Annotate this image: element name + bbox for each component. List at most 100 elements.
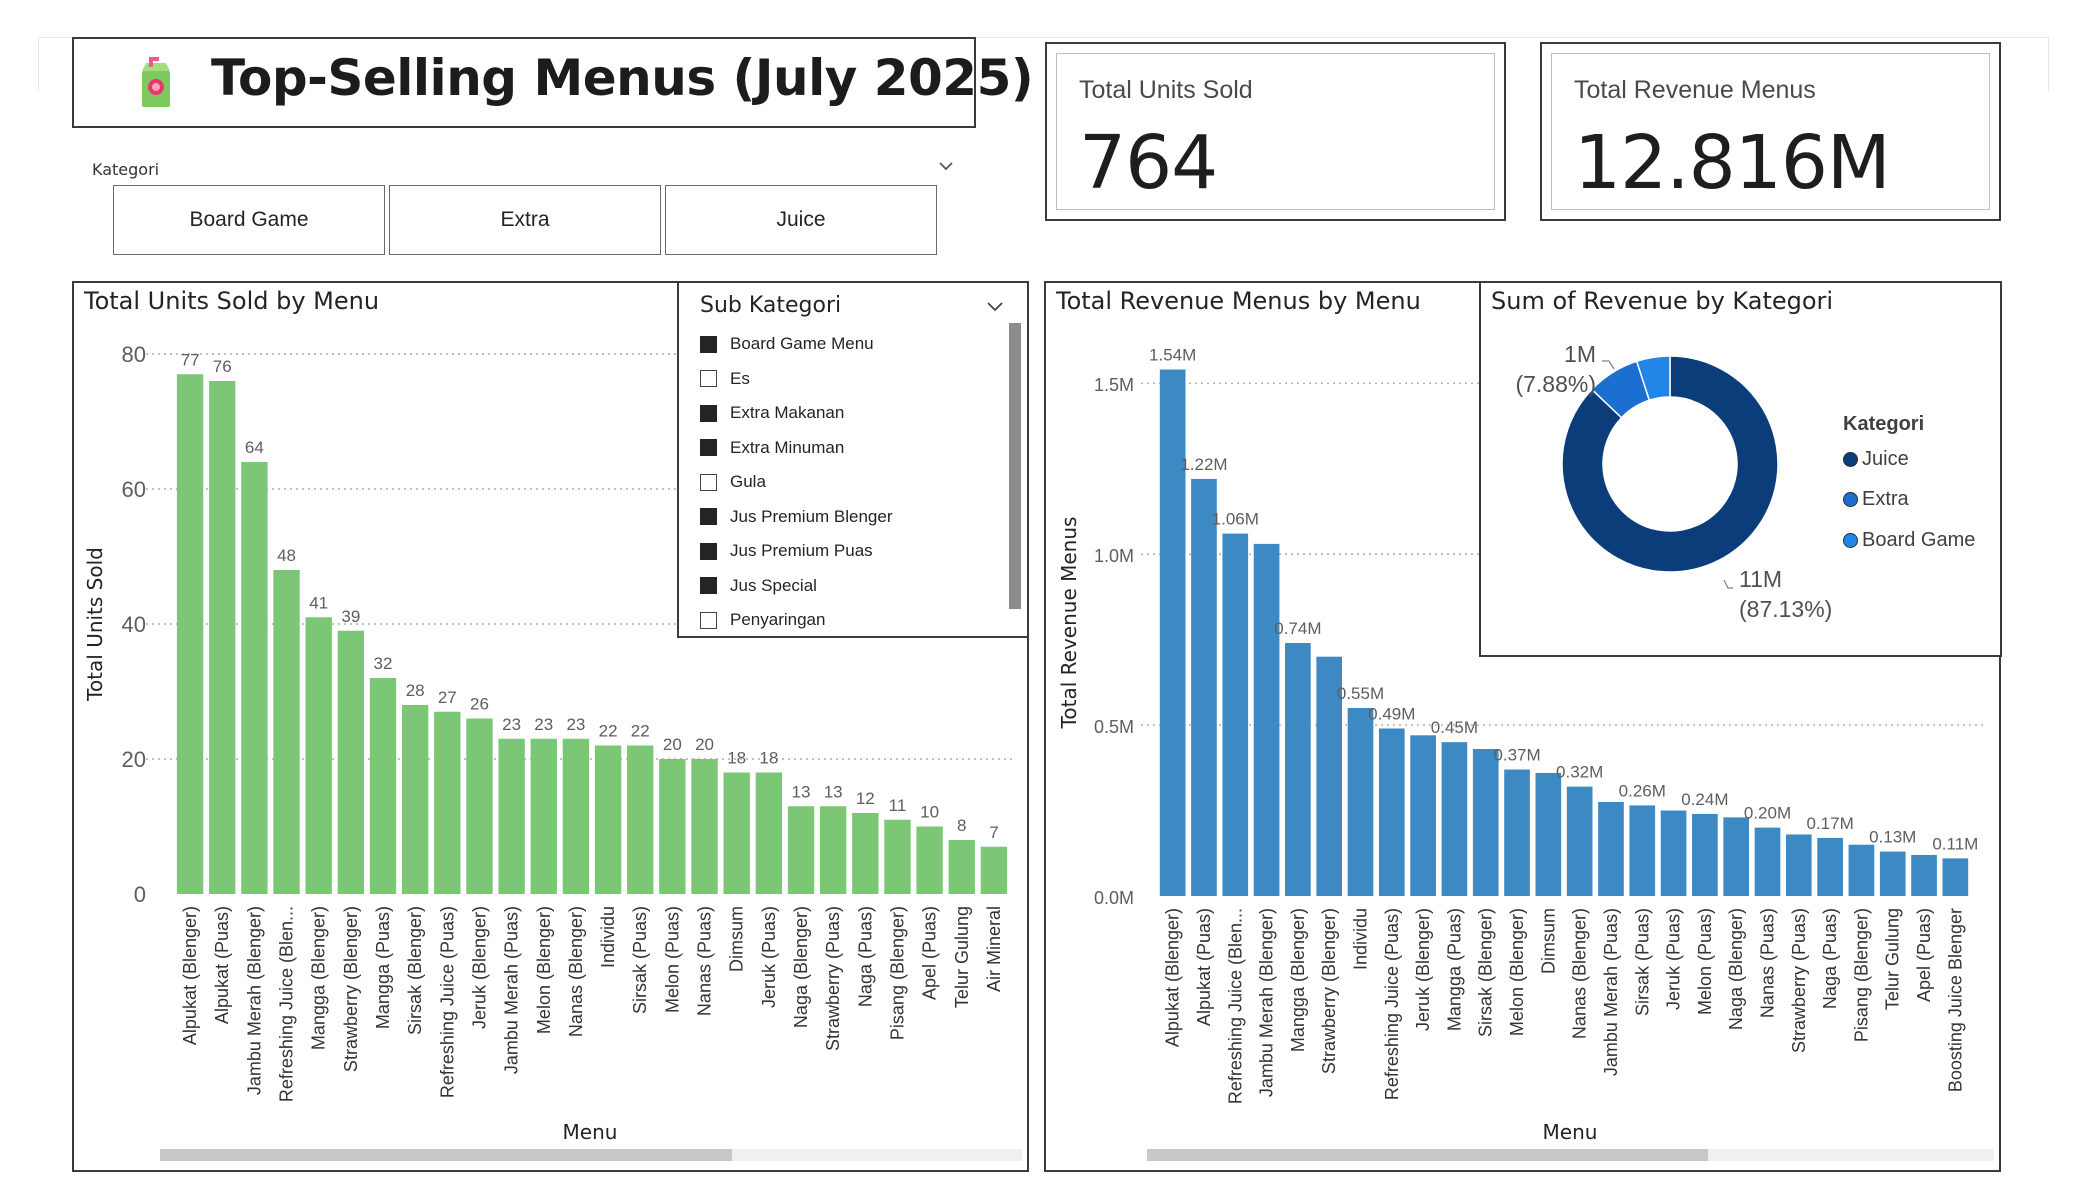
x-tick-label: Apel (Puas) bbox=[1914, 908, 1934, 1002]
checkbox-checked[interactable] bbox=[700, 404, 717, 422]
slice-label-percent: (87.13%) bbox=[1739, 596, 1832, 622]
x-tick-label: Strawberry (Blenger) bbox=[341, 906, 361, 1072]
x-tick-label: Boosting Juice Blenger bbox=[1945, 908, 1965, 1092]
card-frame: Total Revenue Menus 12.816M bbox=[1551, 53, 1990, 210]
sub-kategori-item[interactable]: Board Game Menu bbox=[700, 327, 1000, 362]
checkbox-unchecked[interactable] bbox=[700, 473, 717, 491]
bar bbox=[241, 462, 268, 894]
x-tick-label: Jeruk (Blenger) bbox=[1413, 908, 1433, 1031]
data-label: 0.32M bbox=[1556, 763, 1603, 782]
x-tick-label: Mangga (Blenger) bbox=[1288, 908, 1308, 1052]
revenue-chart-panel: 0.0M 0.5M 1.0M 1.5M Total Revenue Menus 1.54M… bbox=[1044, 281, 2001, 1172]
donut-slice bbox=[1561, 355, 1779, 573]
scrollbar-thumb[interactable] bbox=[1009, 323, 1021, 609]
chevron-down-icon[interactable] bbox=[936, 156, 956, 176]
kategori-button-extra[interactable]: Extra bbox=[389, 185, 661, 255]
sub-kategori-item[interactable]: Jus Premium Puas bbox=[700, 534, 1000, 569]
bar bbox=[755, 772, 783, 894]
data-label: 1.54M bbox=[1149, 346, 1196, 365]
sub-kategori-item-label: Board Game Menu bbox=[730, 334, 874, 354]
x-tick-label: Melon (Blenger) bbox=[534, 906, 554, 1034]
bar bbox=[1598, 801, 1624, 896]
x-tick-label: Jeruk (Puas) bbox=[759, 906, 779, 1008]
x-tick-label: Jambu Merah (Blenger) bbox=[244, 906, 264, 1095]
total-units-card: Total Units Sold 764 bbox=[1045, 42, 1506, 221]
x-tick-label: Nanas (Blenger) bbox=[1570, 908, 1590, 1039]
bar bbox=[1253, 543, 1280, 896]
bar bbox=[1410, 735, 1436, 896]
checkbox-checked[interactable] bbox=[700, 439, 717, 457]
bar bbox=[1692, 813, 1718, 896]
y-tick-label: 0.5M bbox=[1094, 717, 1134, 737]
bar bbox=[659, 759, 686, 894]
legend-dot bbox=[1843, 452, 1858, 467]
bar bbox=[562, 738, 590, 894]
y-tick-label: 0.0M bbox=[1094, 888, 1134, 908]
data-label: 77 bbox=[181, 350, 200, 369]
sub-kategori-item[interactable]: Extra Minuman bbox=[700, 431, 1000, 466]
x-tick-label: Alpukat (Blenger) bbox=[1163, 908, 1183, 1047]
x-tick-label: Individu bbox=[1351, 908, 1371, 970]
slice-label-percent: (7.88%) bbox=[1515, 371, 1596, 397]
data-label: 0.11M bbox=[1932, 834, 1978, 853]
checkbox-unchecked[interactable] bbox=[700, 611, 717, 629]
sub-kategori-item[interactable]: Es bbox=[700, 362, 1000, 397]
sub-kategori-item[interactable]: Jus Special bbox=[700, 569, 1000, 604]
canvas-left-border bbox=[38, 37, 39, 91]
bar bbox=[498, 738, 525, 894]
juice-box-icon bbox=[142, 57, 170, 107]
x-tick-label: Refreshing Juice (Puas) bbox=[1382, 908, 1402, 1100]
bar bbox=[1347, 707, 1374, 896]
x-tick-label: Jeruk (Puas) bbox=[1664, 908, 1684, 1010]
sub-kategori-item[interactable]: Extra Makanan bbox=[700, 396, 1000, 431]
leader-line bbox=[1602, 360, 1615, 370]
bar bbox=[723, 772, 750, 894]
sub-kategori-list: Board Game Menu Es Extra Makanan Extra Minu… bbox=[700, 327, 1000, 638]
sub-kategori-item[interactable]: Penyaringan bbox=[700, 603, 1000, 638]
x-tick-label: Nanas (Blenger) bbox=[566, 906, 586, 1037]
y-tick-label: 0 bbox=[134, 882, 146, 907]
data-label: 76 bbox=[213, 357, 232, 376]
checkbox-unchecked[interactable] bbox=[700, 370, 717, 388]
sub-kategori-item-label: Extra Minuman bbox=[730, 437, 845, 457]
sub-kategori-item-label: Penyaringan bbox=[730, 610, 826, 630]
sub-kategori-item-label: Gula bbox=[730, 472, 766, 492]
bar bbox=[1660, 810, 1687, 896]
legend-item-juice[interactable]: Juice bbox=[1843, 448, 1909, 471]
x-tick-label: Naga (Puas) bbox=[855, 906, 875, 1007]
kategori-button-board-game[interactable]: Board Game bbox=[113, 185, 385, 255]
data-label: 11 bbox=[889, 796, 907, 815]
sub-kategori-item[interactable]: Gula bbox=[700, 465, 1000, 500]
revenue-bar-chart: 0.0M 0.5M 1.0M 1.5M Total Revenue Menus 1.54M… bbox=[1057, 346, 1994, 1161]
page-title: Top-Selling Menus (July 2025) bbox=[211, 49, 1034, 107]
chevron-down-icon[interactable] bbox=[984, 295, 1006, 317]
data-label: 0.20M bbox=[1744, 804, 1791, 823]
data-label: 23 bbox=[566, 715, 585, 734]
x-tick-label: Naga (Blenger) bbox=[791, 906, 811, 1028]
data-label: 22 bbox=[599, 722, 618, 741]
bar bbox=[1316, 656, 1343, 896]
y-tick-label: 1.5M bbox=[1094, 375, 1134, 395]
donut-slice bbox=[1635, 355, 1671, 402]
y-tick-label: 80 bbox=[122, 342, 146, 367]
data-label: 48 bbox=[277, 546, 296, 565]
legend-item-board-game[interactable]: Board Game bbox=[1843, 529, 1975, 552]
checkbox-checked[interactable] bbox=[700, 577, 717, 595]
checkbox-checked[interactable] bbox=[700, 542, 717, 560]
checkbox-checked[interactable] bbox=[700, 508, 717, 526]
x-tick-label: Mangga (Puas) bbox=[1444, 908, 1464, 1031]
bar bbox=[1942, 858, 1969, 896]
y-axis-title: Total Revenue Menus bbox=[1057, 517, 1081, 730]
total-revenue-card: Total Revenue Menus 12.816M bbox=[1540, 42, 2001, 221]
x-tick-label: Refreshing Juice (Puas) bbox=[437, 906, 457, 1098]
x-tick-label: Refreshing Juice (Blen... bbox=[1225, 908, 1245, 1104]
checkbox-checked[interactable] bbox=[700, 335, 717, 353]
bar bbox=[1785, 834, 1812, 896]
data-label: 18 bbox=[759, 749, 778, 768]
revenue-by-kategori-panel: 11M (87.13%) 1M (7.88%) Sum of Revenue by K… bbox=[1479, 281, 2002, 657]
leader-line bbox=[1723, 579, 1733, 589]
kategori-button-juice[interactable]: Juice bbox=[665, 185, 937, 255]
sub-kategori-item[interactable]: Jus Premium Blenger bbox=[700, 500, 1000, 535]
x-tick-label: Melon (Puas) bbox=[1695, 908, 1715, 1015]
legend-item-extra[interactable]: Extra bbox=[1843, 488, 1909, 511]
